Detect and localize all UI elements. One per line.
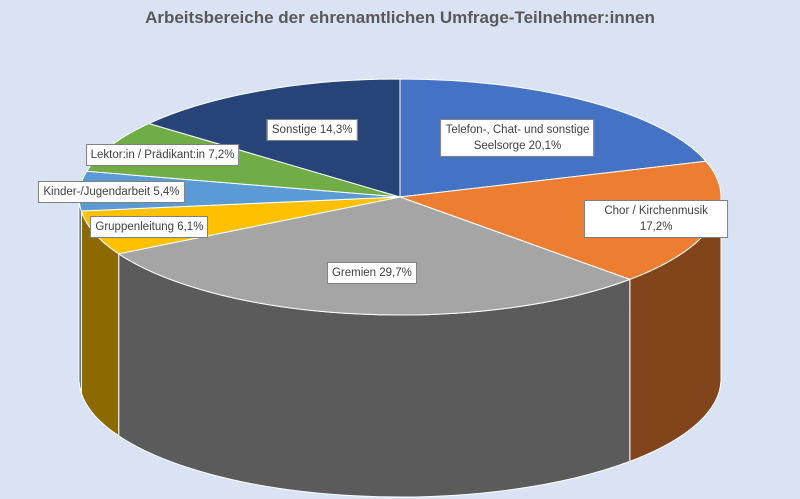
data-label-sonstige: Sonstige 14,3% [266, 119, 358, 142]
data-label-chor-kirchenmusik: Chor / Kirchenmusik 17,2% [584, 200, 729, 239]
data-label-kinder-jugendarbeit: Kinder-/Jugendarbeit 5,4% [38, 180, 185, 203]
chart-title: Arbeitsbereiche der ehrenamtlichen Umfra… [145, 8, 655, 27]
data-label-gruppenleitung: Gruppenleitung 6,1% [90, 215, 209, 238]
side-kinder-jugendarbeit [78, 196, 82, 394]
data-label-telefon-chat-und-sonstige-seelsorge: Telefon-, Chat- und sonstige Seelsorge 2… [440, 118, 595, 157]
data-label-lektor-in-pr-dikant-in: Lektor:in / Prädikant:in 7,2% [85, 144, 240, 167]
data-label-gremien: Gremien 29,7% [326, 262, 417, 284]
slice-gremien [118, 196, 631, 316]
